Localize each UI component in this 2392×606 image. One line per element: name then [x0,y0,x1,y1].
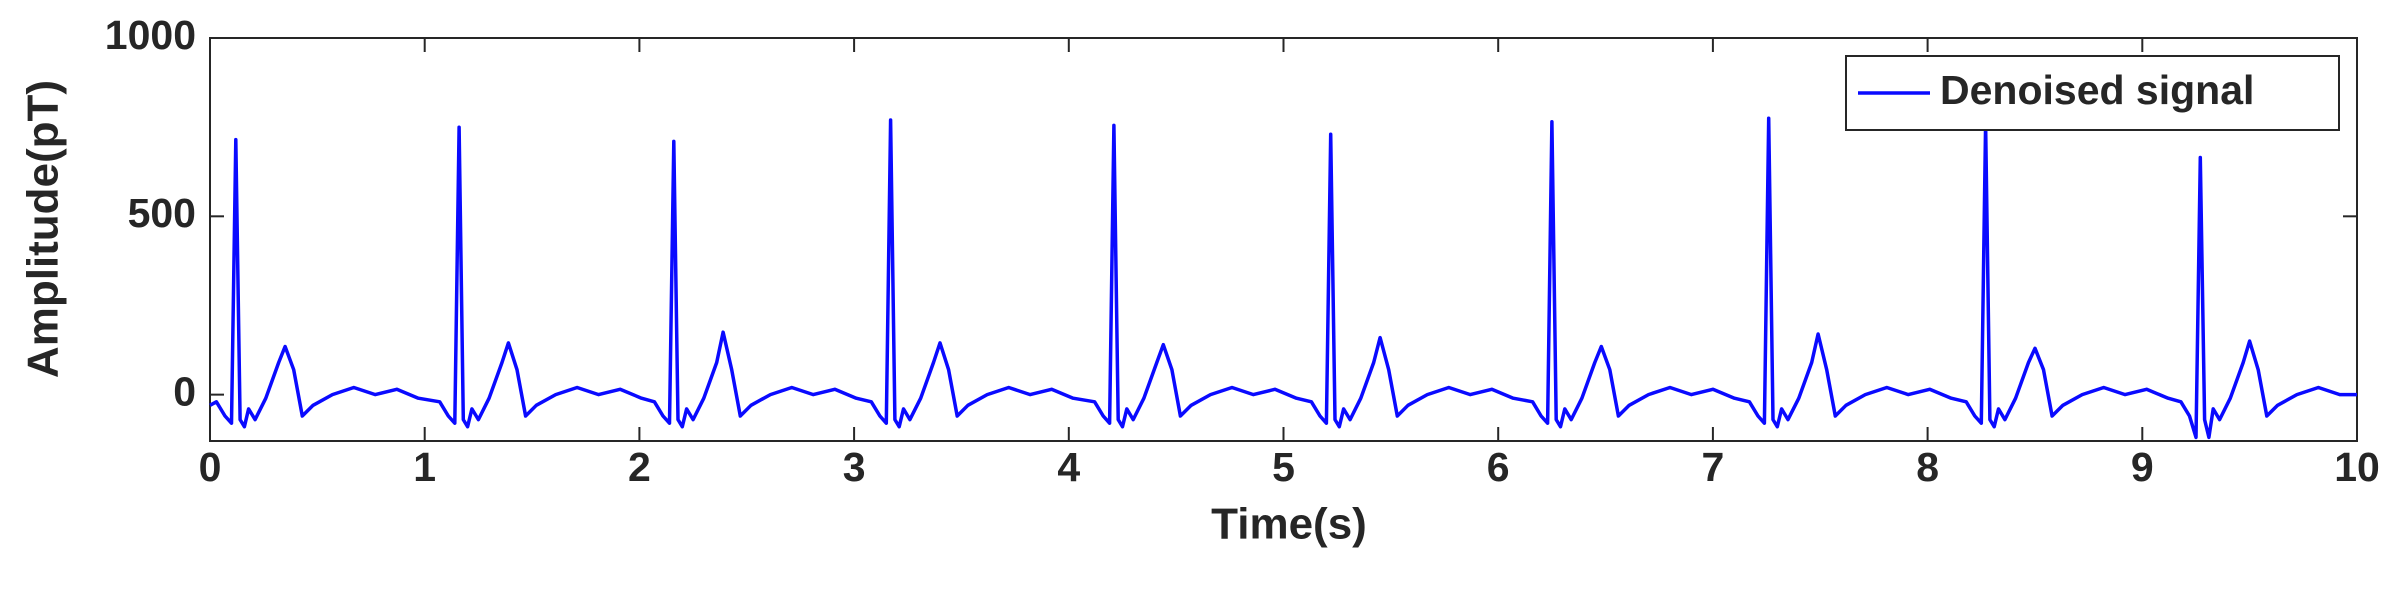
x-tick-label: 4 [1057,444,1080,490]
x-tick-label: 0 [199,444,222,490]
x-tick-label: 3 [843,444,866,490]
x-tick-label: 2 [628,444,651,490]
y-tick-label: 0 [173,368,196,414]
x-tick-label: 6 [1487,444,1510,490]
x-tick-label: 5 [1272,444,1295,490]
x-tick-label: 7 [1701,444,1724,490]
x-tick-label: 9 [2131,444,2154,490]
x-axis-label: Time(s) [1211,500,1367,549]
y-axis-label: Amplitude(pT) [19,80,68,378]
data-line [209,116,2357,440]
x-tick-label: 10 [2334,444,2380,490]
y-tick-label: 500 [128,190,196,236]
x-tick-label: 8 [1916,444,1939,490]
y-tick-label: 1000 [105,12,196,58]
x-tick-label: 1 [413,444,436,490]
legend-label: Denoised signal [1940,67,2254,113]
